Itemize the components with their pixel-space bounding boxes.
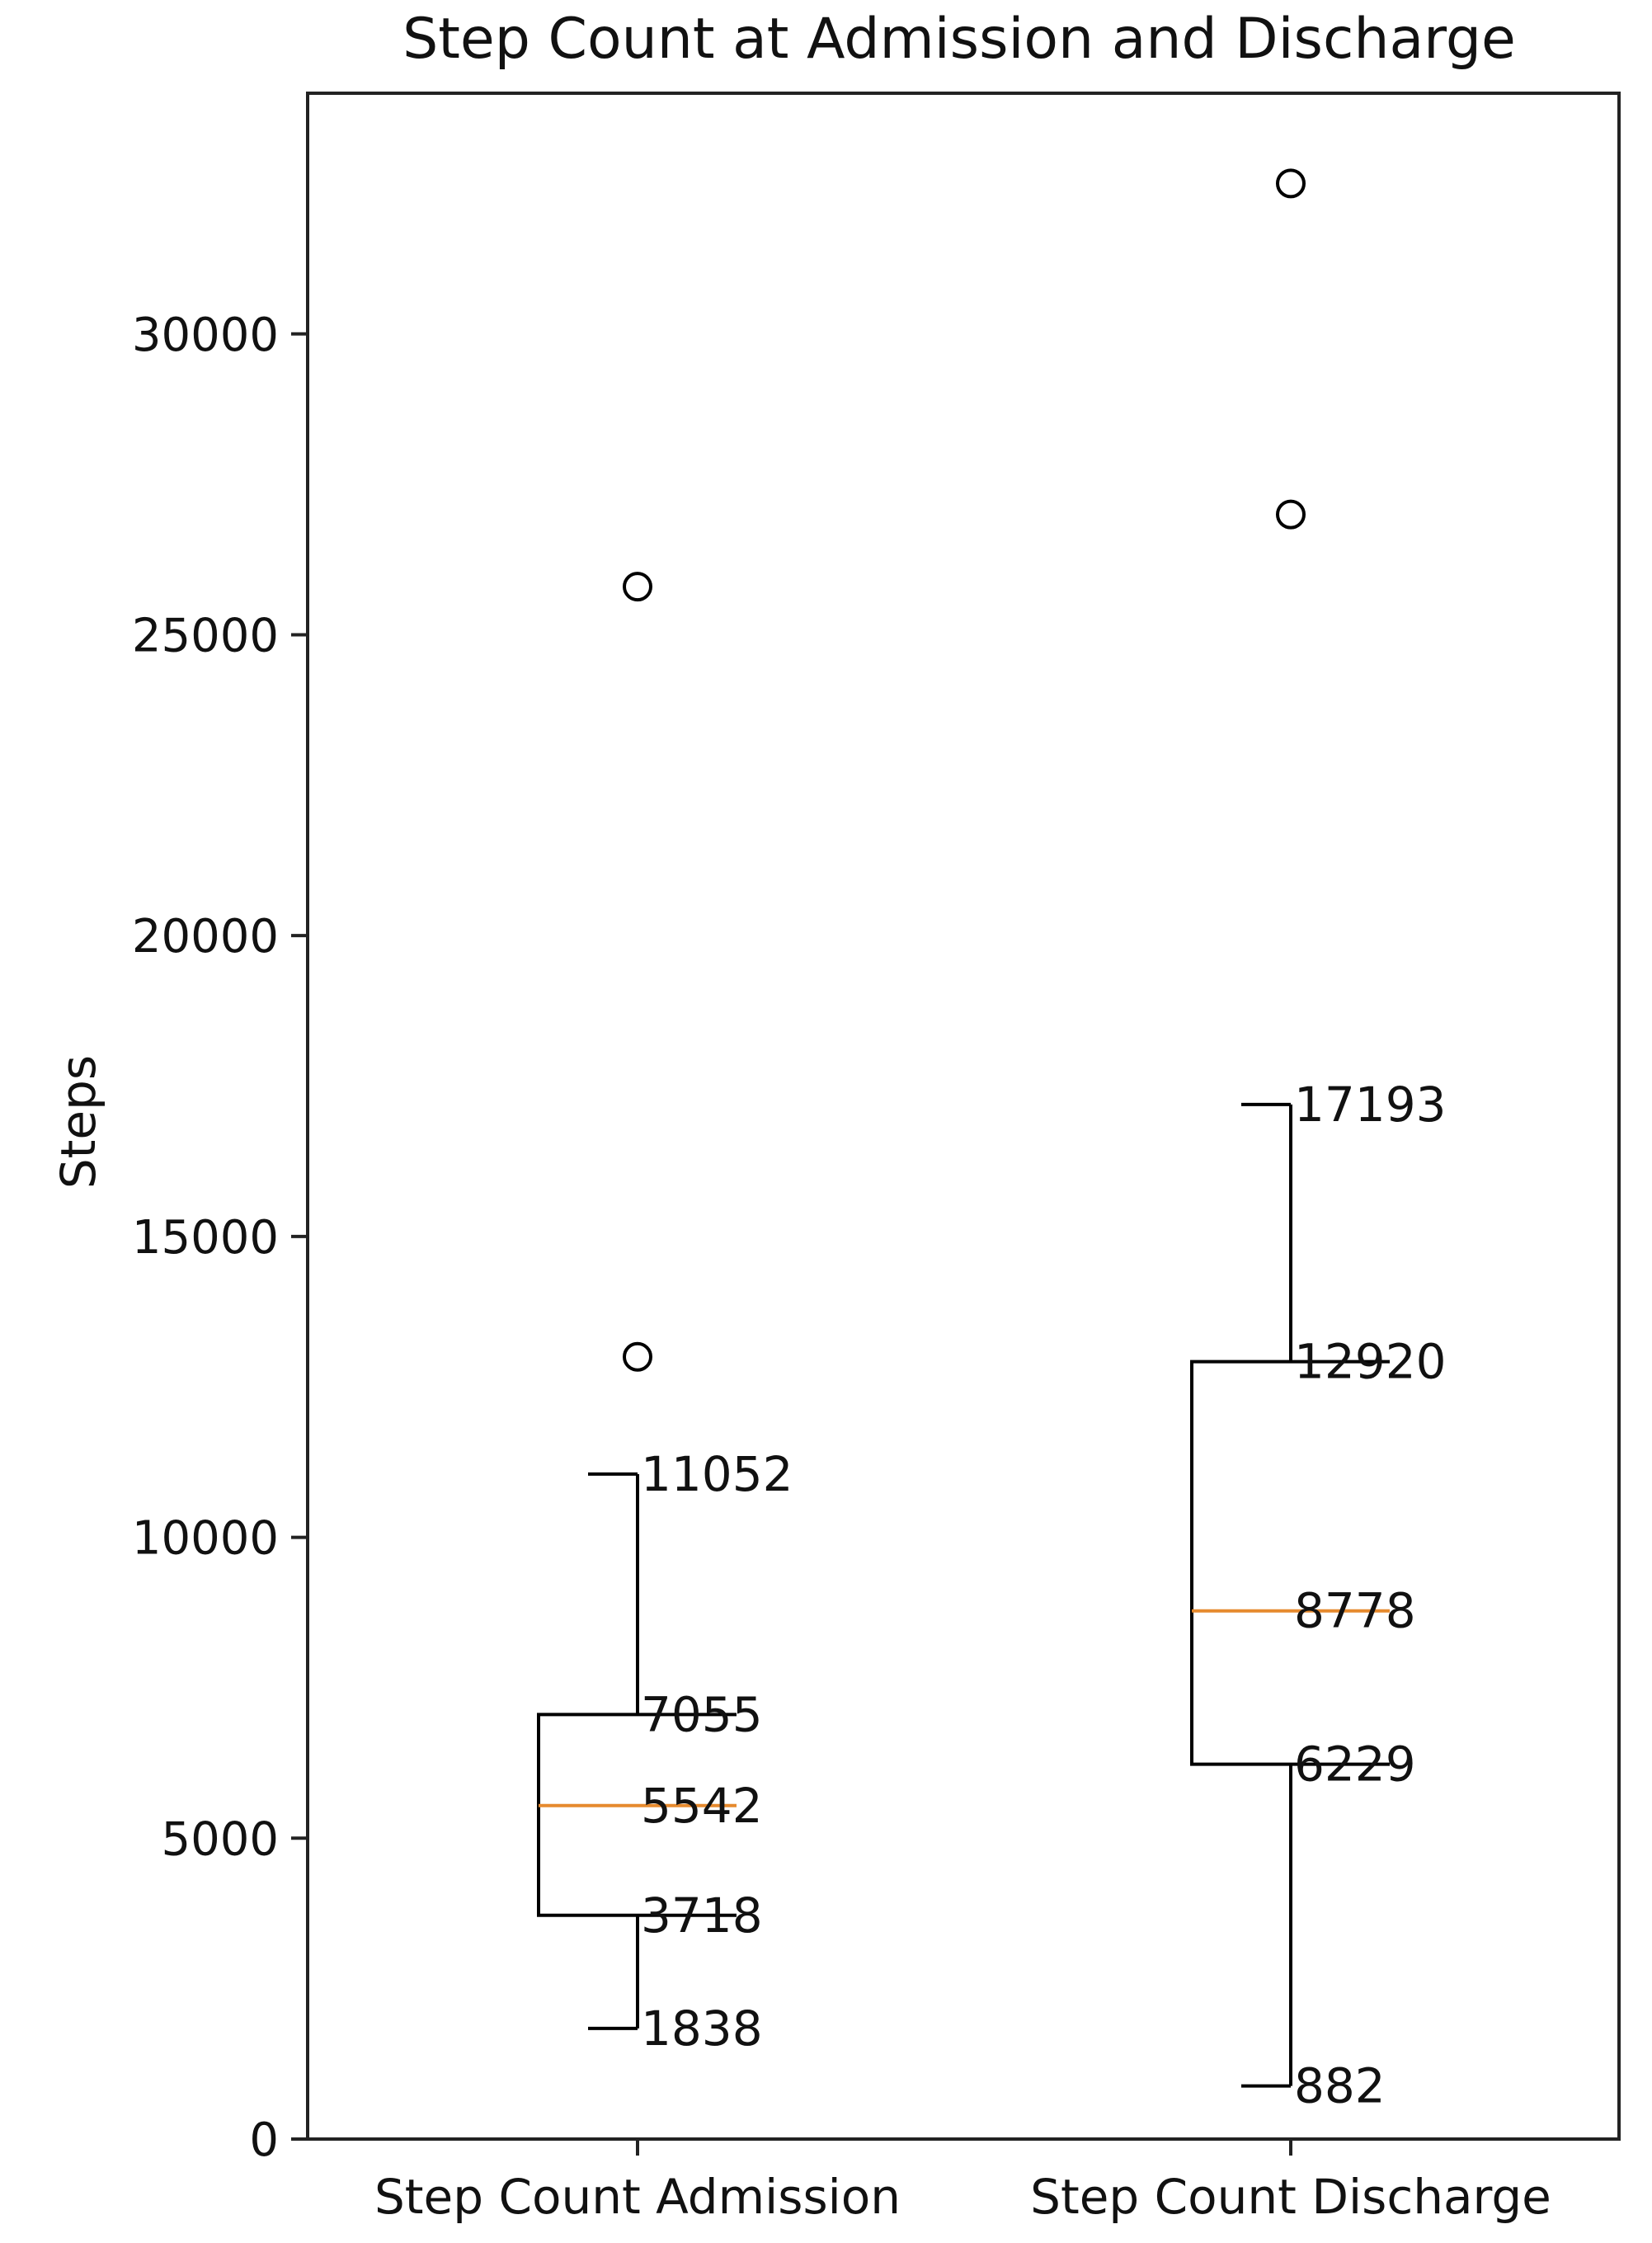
- plot-area-frame: [306, 92, 1621, 2141]
- y-tick-label: 5000: [161, 1812, 279, 1866]
- x-category-label: Step Count Discharge: [1030, 2169, 1551, 2225]
- box-group: 1838 3718 5542 7055 11052: [537, 572, 793, 2057]
- outlier-point: [1276, 168, 1306, 199]
- value-label: 882: [1294, 2058, 1386, 2114]
- value-label: 17193: [1294, 1077, 1447, 1133]
- y-axis-label: Steps: [50, 1055, 106, 1189]
- x-category-label: Step Count Admission: [374, 2169, 901, 2225]
- value-label: 8778: [1294, 1583, 1416, 1639]
- value-label: 5542: [641, 1778, 763, 1834]
- value-label: 3718: [641, 1887, 763, 1944]
- chart-title: Step Count at Admission and Discharge: [402, 7, 1516, 72]
- y-tick-label: 20000: [132, 910, 279, 964]
- y-tick-label: 15000: [132, 1211, 279, 1265]
- value-label: 6229: [1294, 1736, 1416, 1793]
- value-label: 7055: [641, 1686, 763, 1742]
- box-series-layer: 1838 3718 5542 7055 11052 882 6229 8778 12920 171…: [537, 168, 1447, 2114]
- value-label: 12920: [1294, 1334, 1447, 1390]
- y-tick-label: 10000: [132, 1512, 279, 1566]
- x-axis-ticks: Step Count Admission Step Count Discharge: [374, 2139, 1551, 2225]
- outlier-point: [623, 572, 652, 602]
- outlier-point: [1276, 499, 1306, 530]
- y-tick-label: 30000: [132, 309, 279, 362]
- outlier-point: [623, 1341, 652, 1372]
- y-axis-ticks: 0 5000 10000 15000 20000 25000 30000: [132, 309, 308, 2167]
- y-tick-label: 0: [249, 2113, 279, 2167]
- box-group: 882 6229 8778 12920 17193: [1190, 168, 1447, 2114]
- box-body: [1190, 1359, 1390, 1766]
- value-label: 1838: [641, 2000, 763, 2057]
- y-tick-label: 25000: [132, 609, 279, 662]
- value-label: 11052: [641, 1446, 793, 1502]
